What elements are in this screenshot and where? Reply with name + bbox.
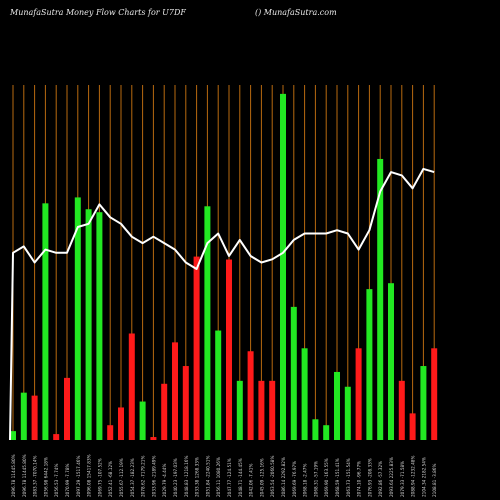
x-tick-label: 2052.41 -68.12% (108, 461, 113, 497)
money-flow-bar (280, 93, 286, 440)
money-flow-bar (118, 407, 124, 440)
x-tick-label: 2068.59 -151.41% (335, 458, 340, 497)
x-tick-label: 2033.38 1268.33% (195, 457, 200, 497)
money-flow-bar (312, 419, 319, 440)
x-tick-label: 2108.81 -3.86% (432, 464, 437, 497)
x-tick-label: 2054.37 -182.23% (130, 458, 135, 497)
money-flow-bar (150, 437, 157, 440)
money-flow-bar (388, 283, 394, 440)
x-tick-label: 2068.31 -57.19% (313, 461, 318, 497)
money-flow-bar (107, 425, 114, 440)
money-flow-bar (431, 348, 438, 440)
x-tick-label: 2042.06 -7.41% (249, 464, 254, 497)
x-tick-label: 2069.69 -76.97% (292, 461, 297, 497)
x-tick-label: 2104.34 2182.54% (421, 457, 426, 497)
chart-title: MunafaSutra Money Flow Charts for U7DF (10, 8, 186, 17)
x-tick-label: 2079.33 -71.58% (400, 461, 405, 497)
money-flow-bar (161, 383, 168, 440)
money-flow-bar (334, 371, 340, 440)
x-tick-label: 2074.10 -96.77% (357, 461, 362, 497)
x-tick-label: 2096.78 11445.80% (11, 454, 16, 497)
money-flow-bar (182, 366, 189, 440)
money-flow-bar (420, 366, 427, 440)
x-tick-label: 2048.71 -144.45% (238, 458, 243, 497)
money-flow-bar (269, 380, 276, 440)
money-flow-bar (139, 401, 146, 440)
money-flow-bar (409, 413, 416, 440)
x-tick-label: 2070.99 -7.78% (65, 464, 70, 497)
x-tick-label: 2093.64 2225.83% (389, 457, 394, 497)
x-tick-label: 2096.08 15417.83% (87, 454, 92, 497)
money-flow-bar (85, 209, 92, 440)
money-flow-bar (290, 306, 297, 440)
x-tick-label: 2086.14 2292.82% (281, 457, 286, 497)
x-tick-label: 2069.75 -107.52% (97, 458, 102, 497)
money-flow-bar (128, 333, 135, 440)
x-tick-label: 2040.23 -197.03% (173, 458, 178, 497)
money-flow-bar (247, 351, 254, 440)
money-flow-bar (64, 377, 70, 440)
money-flow-bar (344, 386, 351, 440)
x-tick-label: 2068.18 -2.47% (303, 464, 308, 497)
x-tick-label: 2056.98 6442.18% (43, 457, 48, 497)
x-tick-label: 2063.54 -2060.58% (270, 456, 275, 497)
x-tick-label: 2047.77 -124.51% (227, 458, 232, 497)
x-tick-label: 2078.62 -7179.21% (141, 456, 146, 497)
money-flow-bar (236, 380, 243, 440)
x-tick-label: 2092.86 -57.32% (378, 461, 383, 497)
price-line-layer (9, 167, 435, 441)
money-flow-bar (258, 380, 265, 440)
x-tick-label: 2029.79 -4.44% (162, 464, 167, 497)
money-flow-bar (193, 256, 200, 440)
price-line (9, 167, 435, 441)
x-tick-label: 2083.37 -7070.14% (33, 456, 38, 497)
money-flow-bar (215, 330, 222, 440)
x-tick-label: 2096.78 11445.80% (22, 454, 27, 497)
money-flow-bar (301, 348, 308, 440)
x-tick-label: 2069.90 -163.55% (324, 458, 329, 497)
money-flow-bar (355, 348, 362, 440)
money-flow-bar (366, 289, 373, 440)
money-flow-bar (96, 212, 103, 440)
x-tick-label: 2033.96 -2189.49% (151, 456, 156, 497)
money-flow-bar (74, 197, 81, 440)
site-credit: () MunafaSutra.com (255, 8, 337, 17)
money-flow-bar (323, 425, 330, 440)
x-tick-label: 2045.09 -125.16% (259, 458, 264, 497)
money-flow-bar (226, 259, 232, 440)
x-tick-label: 2063.73 -151.54% (346, 458, 351, 497)
x-tick-label: 2051.84 -2240.51% (205, 456, 210, 497)
money-flow-bars (10, 93, 438, 441)
x-axis-labels: 2096.78 11445.80% 2096.78 11445.80% 2083.3… (11, 454, 437, 497)
money-flow-bar (31, 395, 38, 440)
x-tick-label: 2056.53 -7.74% (54, 464, 59, 497)
money-flow-bar (377, 158, 384, 441)
money-flow-bar (53, 434, 60, 440)
x-tick-label: 2055.67 -112.19% (119, 458, 124, 497)
x-tick-label: 2048.83 -1218.16% (184, 456, 189, 497)
money-flow-bar (42, 203, 49, 440)
money-flow-bar (10, 431, 16, 440)
money-flow-bar (398, 380, 405, 440)
x-tick-label: 2056.11 1080.26% (216, 457, 221, 497)
x-tick-label: 2088.94 -1232.48% (411, 456, 416, 497)
x-tick-label: 2097.29 -1517.46% (76, 456, 81, 497)
money-flow-bar (172, 342, 178, 440)
money-flow-bar (20, 392, 27, 440)
money-flow-bar (204, 206, 211, 440)
x-tick-label: 2076.93 -208.33% (367, 458, 372, 497)
